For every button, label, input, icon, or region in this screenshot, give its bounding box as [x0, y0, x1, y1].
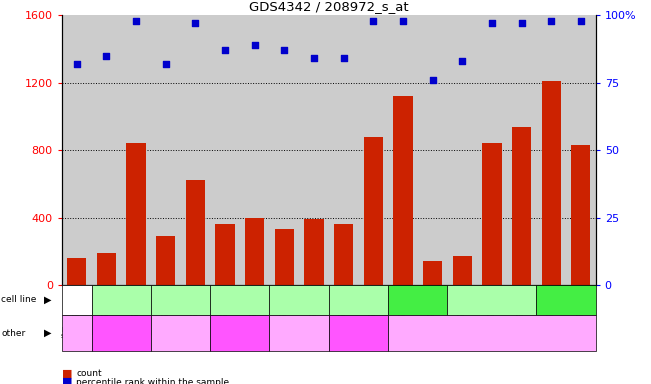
- Text: Panc253: Panc253: [281, 295, 317, 305]
- Point: [457, 58, 467, 64]
- Text: GDS4342 / 208972_s_at: GDS4342 / 208972_s_at: [249, 0, 409, 13]
- Bar: [334, 224, 353, 285]
- Bar: [393, 96, 413, 285]
- Text: ■: ■: [62, 377, 72, 384]
- Text: Panc265: Panc265: [340, 295, 376, 305]
- Text: Panc420: Panc420: [548, 295, 584, 305]
- Text: MRK-003 sensitive: MRK-003 sensitive: [460, 330, 524, 336]
- Bar: [97, 253, 116, 285]
- Point: [339, 55, 349, 61]
- Text: JH033: JH033: [64, 295, 89, 305]
- Bar: [452, 256, 472, 285]
- Point: [309, 55, 319, 61]
- Point: [575, 18, 586, 24]
- Point: [487, 20, 497, 26]
- Text: Panc219: Panc219: [222, 295, 258, 305]
- Text: MRK-003
non-sensitive: MRK-003 non-sensitive: [335, 327, 382, 339]
- Point: [546, 18, 557, 24]
- Text: MRK-003
sensitive: MRK-003 sensitive: [284, 327, 314, 339]
- Text: percentile rank within the sample: percentile rank within the sample: [76, 377, 229, 384]
- Text: Panc215: Panc215: [163, 295, 199, 305]
- Bar: [156, 236, 175, 285]
- Bar: [304, 219, 324, 285]
- Text: ▶: ▶: [44, 295, 51, 305]
- Bar: [186, 180, 205, 285]
- Text: ■: ■: [62, 368, 72, 378]
- Point: [131, 18, 141, 24]
- Bar: [482, 143, 501, 285]
- Text: Panc198: Panc198: [104, 295, 139, 305]
- Point: [279, 47, 290, 53]
- Bar: [245, 217, 264, 285]
- Bar: [542, 81, 561, 285]
- Text: count: count: [76, 369, 102, 378]
- Point: [220, 47, 230, 53]
- Text: MRK-003
sensitive: MRK-003 sensitive: [61, 327, 92, 339]
- Point: [516, 20, 527, 26]
- Point: [427, 77, 437, 83]
- Text: ▶: ▶: [44, 328, 51, 338]
- Bar: [512, 127, 531, 285]
- Point: [72, 61, 82, 67]
- Point: [160, 61, 171, 67]
- Bar: [215, 224, 234, 285]
- Text: cell line: cell line: [1, 295, 36, 305]
- Bar: [571, 145, 590, 285]
- Point: [368, 18, 378, 24]
- Bar: [126, 143, 146, 285]
- Text: MRK-003 non-sensitive: MRK-003 non-sensitive: [81, 330, 161, 336]
- Text: other: other: [1, 329, 25, 338]
- Bar: [275, 229, 294, 285]
- Text: Panc291: Panc291: [400, 295, 436, 305]
- Text: MRK-003
sensitive: MRK-003 sensitive: [165, 327, 196, 339]
- Point: [190, 20, 201, 26]
- Point: [249, 42, 260, 48]
- Bar: [423, 262, 442, 285]
- Bar: [67, 258, 87, 285]
- Point: [398, 18, 408, 24]
- Text: Panc374: Panc374: [474, 295, 510, 305]
- Bar: [364, 137, 383, 285]
- Point: [101, 53, 111, 59]
- Text: MRK-003
non-sensitive: MRK-003 non-sensitive: [216, 327, 263, 339]
